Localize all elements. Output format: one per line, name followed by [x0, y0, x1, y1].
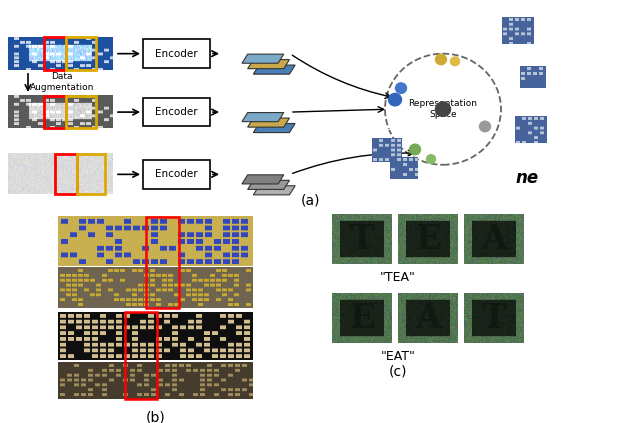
Text: T: T: [349, 223, 374, 256]
Circle shape: [435, 102, 451, 116]
FancyBboxPatch shape: [143, 39, 210, 68]
Bar: [44, 37, 66, 70]
FancyBboxPatch shape: [143, 160, 210, 189]
Text: "EAT": "EAT": [381, 350, 415, 363]
Circle shape: [410, 144, 420, 155]
Text: A: A: [481, 223, 507, 256]
Text: ss: ss: [525, 100, 537, 110]
Polygon shape: [248, 118, 289, 127]
Text: E: E: [415, 223, 441, 256]
Bar: [66, 96, 96, 128]
Circle shape: [479, 121, 490, 132]
Text: Encoder: Encoder: [155, 49, 198, 59]
Text: (c): (c): [388, 365, 407, 379]
Text: T: T: [481, 302, 506, 335]
Polygon shape: [248, 180, 289, 190]
Text: ss: ss: [382, 123, 392, 132]
Circle shape: [451, 57, 460, 66]
Circle shape: [435, 54, 447, 65]
Polygon shape: [253, 124, 295, 132]
Circle shape: [388, 93, 401, 106]
Circle shape: [396, 83, 406, 93]
Text: A: A: [415, 302, 441, 335]
Bar: [77, 154, 105, 195]
Text: NE: NE: [509, 2, 524, 11]
Polygon shape: [248, 60, 289, 69]
Polygon shape: [253, 186, 295, 195]
Text: (b): (b): [146, 411, 165, 423]
Polygon shape: [253, 65, 295, 74]
Bar: [146, 217, 179, 308]
Text: (a): (a): [300, 193, 320, 207]
Text: Encoder: Encoder: [155, 107, 198, 117]
Text: Encoder: Encoder: [155, 169, 198, 179]
Text: E: E: [349, 302, 375, 335]
Text: ne: ne: [515, 169, 539, 187]
Text: Representation
Space: Representation Space: [408, 99, 477, 119]
Circle shape: [426, 155, 435, 163]
Polygon shape: [242, 113, 284, 122]
Text: Data
Augmentation: Data Augmentation: [30, 72, 94, 93]
Text: NE: NE: [527, 52, 539, 61]
Bar: [44, 96, 66, 128]
Text: "TEA": "TEA": [380, 271, 416, 284]
Bar: [66, 37, 96, 70]
FancyBboxPatch shape: [143, 98, 210, 126]
Polygon shape: [242, 175, 284, 184]
Polygon shape: [242, 54, 284, 63]
Bar: [55, 154, 77, 195]
Bar: [125, 312, 157, 398]
